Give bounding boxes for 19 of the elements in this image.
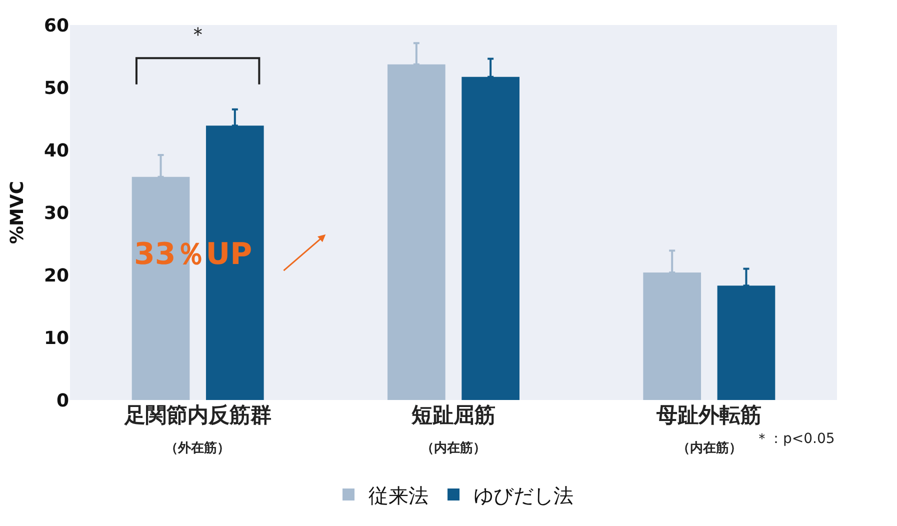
- annotation: ＊: [188, 22, 208, 46]
- legend-label: 従来法: [368, 483, 428, 508]
- y-tick-label: 0: [56, 390, 69, 412]
- text: （内在筋）: [421, 441, 486, 456]
- y-tick-label: 30: [44, 202, 69, 224]
- y-axis-title: %MVC: [7, 180, 28, 244]
- text: （内在筋）: [677, 441, 742, 456]
- y-tick-label: 50: [44, 78, 69, 99]
- text: ＊：p<0.05: [755, 431, 835, 447]
- x-tick-label: 足関節内反筋群: [123, 403, 272, 427]
- annotation: 33％UP: [134, 237, 252, 272]
- y-tick-label: 40: [44, 140, 69, 162]
- y-tick-label: 60: [44, 15, 69, 36]
- x-tick-label: 母趾外転筋: [656, 403, 762, 427]
- text: （外在筋）: [165, 441, 230, 456]
- x-tick-label: 短趾屈筋: [410, 403, 496, 427]
- legend-label: ゆびだし法: [474, 483, 574, 508]
- y-tick-label: 10: [44, 328, 69, 349]
- y-tick-label: 20: [44, 265, 69, 286]
